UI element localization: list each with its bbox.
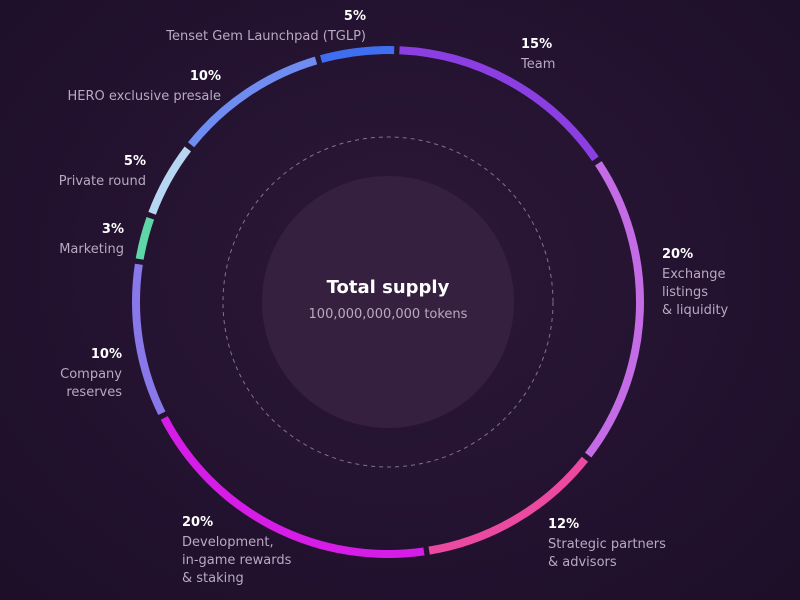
slice-labels: 15% Team 20% Exchange listings & liquidity 12%…	[59, 9, 729, 586]
slice-arc	[135, 216, 155, 260]
slice-arc	[187, 56, 318, 148]
slice-category-label: Tenset Gem Launchpad (TGLP)	[165, 29, 366, 44]
slice-category-label: reserves	[66, 385, 122, 400]
slice-percent-label: 5%	[124, 154, 146, 169]
slice-percent-label: 15%	[521, 37, 552, 52]
slice-category-label: Strategic partners	[548, 537, 666, 552]
slice-category-label: Marketing	[59, 242, 124, 257]
slice-percent-label: 3%	[102, 222, 124, 237]
slice-category-label: HERO exclusive presale	[68, 89, 222, 104]
slice-percent-label: 5%	[344, 9, 366, 24]
center-title: Total supply	[327, 277, 450, 298]
slice-category-label: Company	[60, 367, 122, 382]
slice-category-label: Private round	[59, 174, 146, 189]
slice-arc	[160, 416, 425, 558]
slice-category-label: & staking	[182, 571, 244, 586]
slice-percent-label: 12%	[548, 517, 579, 532]
slice-category-label: Exchange	[662, 267, 726, 282]
slice-category-label: listings	[662, 285, 708, 300]
slice-arc	[132, 263, 166, 416]
slice-arc	[428, 456, 589, 555]
dashed-inner-ring	[222, 136, 554, 468]
slice-arc	[148, 146, 191, 215]
slice-category-label: Team	[520, 57, 555, 72]
slice-percent-label: 10%	[91, 347, 122, 362]
slice-category-label: & advisors	[548, 555, 617, 570]
slice-arc	[320, 46, 395, 63]
center-subtitle: 100,000,000,000 tokens	[309, 307, 468, 322]
slice-category-label: & liquidity	[662, 303, 729, 318]
slice-category-label: Development,	[182, 535, 274, 550]
slice-percent-label: 20%	[662, 247, 693, 262]
slice-arc	[585, 161, 644, 458]
donut-ring	[132, 46, 644, 558]
slice-percent-label: 20%	[182, 515, 213, 530]
center-disc	[262, 176, 514, 428]
slice-arc	[399, 46, 599, 162]
slice-category-label: in-game rewards	[182, 553, 292, 568]
slice-percent-label: 10%	[190, 69, 221, 84]
